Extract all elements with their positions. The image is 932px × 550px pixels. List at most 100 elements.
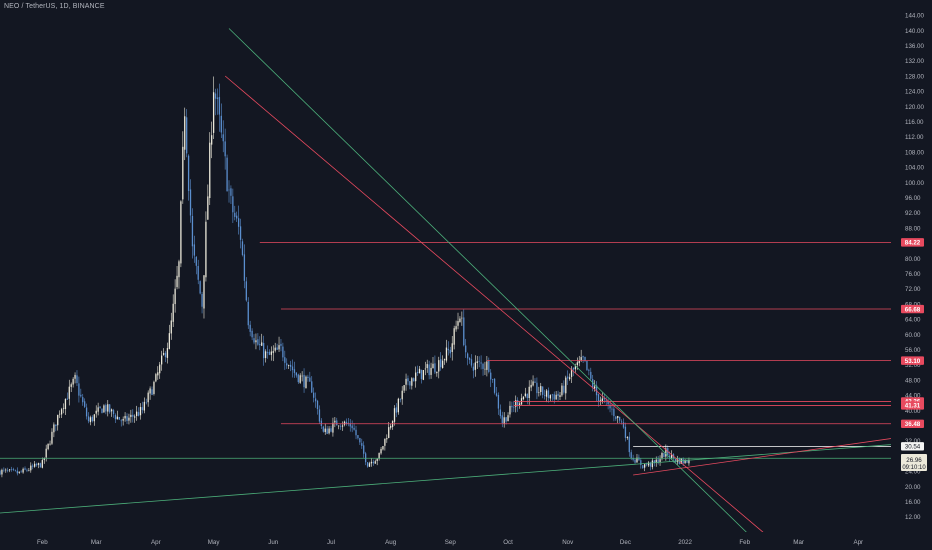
candle	[474, 355, 476, 377]
candle	[284, 350, 286, 370]
candle	[443, 358, 446, 365]
svg-text:84.22: 84.22	[905, 240, 921, 247]
red-downtrend-line[interactable]	[224, 75, 798, 550]
candle	[74, 372, 76, 384]
candle	[164, 350, 167, 363]
candle	[590, 367, 592, 381]
candle	[651, 458, 654, 470]
candle	[145, 398, 147, 405]
candle	[266, 345, 269, 359]
y-tick-label: 40.00	[905, 408, 921, 415]
candle	[642, 465, 644, 469]
candle	[390, 423, 392, 430]
candle	[57, 414, 59, 431]
candle	[218, 83, 221, 132]
candle	[141, 401, 144, 414]
candle	[68, 379, 70, 406]
candle	[209, 132, 211, 206]
red-uptrend-line[interactable]	[633, 438, 891, 476]
candle	[189, 179, 192, 223]
candle	[39, 462, 42, 468]
candle	[182, 131, 184, 204]
candle	[186, 109, 188, 158]
candle	[166, 342, 169, 364]
y-tick-label: 132.00	[905, 58, 924, 65]
y-tick-label: 20.00	[905, 484, 921, 491]
candle	[153, 380, 155, 396]
candle	[80, 388, 82, 398]
x-tick-label: Feb	[739, 539, 750, 546]
candle	[455, 320, 457, 332]
candle	[466, 352, 469, 366]
candle	[619, 416, 621, 424]
candle	[388, 422, 390, 439]
candle	[542, 386, 544, 399]
candle	[561, 382, 563, 397]
candle	[174, 279, 176, 313]
candle	[172, 294, 174, 327]
candle	[170, 312, 172, 340]
plot-area[interactable]	[0, 28, 891, 550]
candle	[386, 434, 388, 443]
candle	[657, 455, 659, 465]
candle	[10, 466, 13, 472]
candle	[53, 422, 55, 438]
candle	[428, 360, 430, 380]
candle	[26, 468, 28, 473]
x-tick-label: Jul	[327, 539, 335, 546]
candle	[490, 369, 492, 388]
candle	[486, 355, 488, 377]
candle	[301, 371, 303, 382]
price-axis[interactable]: 12.0016.0020.0024.0028.0032.0036.0040.00…	[891, 0, 932, 550]
candle	[597, 393, 600, 407]
green-downtrend-line[interactable]	[228, 28, 777, 550]
candle	[374, 459, 376, 464]
candle	[157, 366, 159, 380]
candle	[399, 398, 401, 403]
candle	[257, 333, 259, 346]
candle	[584, 356, 586, 363]
candle	[416, 365, 419, 376]
candle	[580, 349, 582, 362]
candle	[85, 403, 88, 420]
time-axis[interactable]: Feb Mar Apr May Jun Jul Aug Sep Oct Nov Dec 2022 Feb…	[0, 532, 932, 550]
candle	[3, 467, 5, 473]
candle	[168, 324, 170, 350]
candle	[586, 360, 588, 372]
candle	[351, 420, 353, 433]
candle	[547, 387, 550, 403]
candle	[524, 387, 527, 398]
horizontal-levels	[0, 241, 891, 459]
candle	[628, 432, 630, 457]
y-tick-label: 88.00	[905, 225, 921, 232]
candle	[99, 406, 101, 409]
candle	[644, 463, 646, 472]
candle	[522, 396, 525, 401]
y-tick-label: 80.00	[905, 256, 921, 263]
candle	[289, 360, 292, 372]
y-tick-label: 136.00	[905, 43, 924, 50]
candle	[505, 416, 507, 425]
candle	[688, 457, 690, 466]
candle	[245, 277, 247, 302]
candle	[199, 280, 201, 295]
candle	[557, 390, 559, 401]
candle	[430, 362, 432, 379]
candle	[180, 200, 182, 268]
trend-lines	[0, 28, 891, 550]
candle	[401, 386, 403, 405]
candle	[24, 466, 26, 471]
y-tick-label: 116.00	[905, 119, 924, 126]
candle	[101, 408, 103, 414]
candle	[478, 356, 480, 368]
candle	[272, 345, 274, 362]
candle	[441, 355, 444, 369]
candle	[5, 468, 7, 473]
candle	[197, 259, 199, 285]
green-uptrend-line[interactable]	[0, 444, 891, 514]
candle	[35, 462, 38, 467]
candle	[440, 352, 442, 371]
candle	[634, 458, 636, 464]
